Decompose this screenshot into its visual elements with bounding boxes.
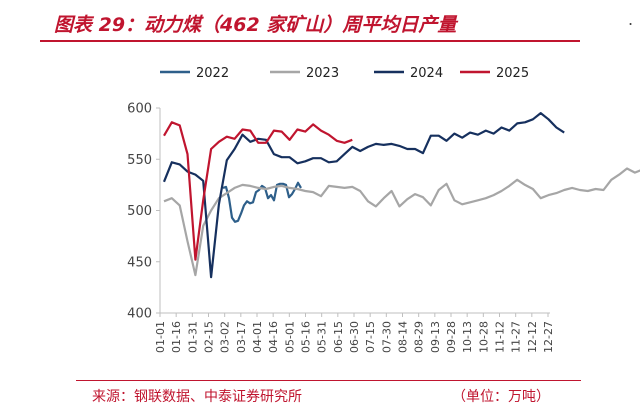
x-tick-label-08-29: 08-29 [413,321,426,353]
x-tick-label-12-12: 12-12 [526,321,539,353]
x-tick-label-05-31: 05-31 [316,321,329,353]
y-tick-label-600: 600 [127,102,152,117]
series-line-2024 [162,112,565,279]
legend-label-2024: 2024 [410,66,443,81]
x-tick-label-07-15: 07-15 [364,321,377,353]
x-tick-label-03-17: 03-17 [235,321,248,353]
x-tick-label-10-28: 10-28 [477,321,490,353]
legend-label-2025: 2025 [496,66,529,81]
y-tick-label-400: 400 [127,307,152,322]
x-tick-label-05-01: 05-01 [283,321,296,353]
source-divider [76,380,581,381]
legend-label-2023: 2023 [306,66,339,81]
x-tick-label-01-16: 01-16 [170,321,183,353]
x-tick-label-08-14: 08-14 [397,321,410,353]
x-tick-label-09-13: 09-13 [429,321,442,353]
x-tick-label-11-27: 11-27 [510,321,523,353]
x-axis: 01-01 01-16 01-31 02-15 03-02 03-17 04-01 04-16… [154,312,555,353]
x-tick-label-04-16: 04-16 [267,321,280,353]
y-tick-label-550: 550 [127,153,152,168]
x-tick-label-01-31: 01-31 [186,321,199,353]
x-tick-label-06-15: 06-15 [332,321,345,353]
series-line-2023 [163,167,640,277]
plot-area [162,112,640,279]
x-tick-label-02-15: 02-15 [203,321,216,353]
page-title: 图表 29：动力煤（462 家矿山）周平均日产量 [54,14,457,36]
y-tick-label-500: 500 [127,204,152,219]
legend-label-2022: 2022 [196,66,229,81]
x-tick-label-12-27: 12-27 [542,321,555,353]
x-tick-label-04-01: 04-01 [251,321,264,353]
series-line-2025 [163,121,353,261]
adjacent-figure-edge: . [628,10,634,29]
series-line-2022 [222,181,302,223]
y-tick-label-450: 450 [127,255,152,270]
title-underline [40,0,580,42]
source-note: 来源：钢联数据、中泰证券研究所 [92,389,302,405]
x-tick-label-11-12: 11-12 [494,321,507,353]
x-tick-label-10-13: 10-13 [461,321,474,353]
y-axis: 400 450 500 550 600 [127,102,161,322]
x-tick-label-01-01: 01-01 [154,321,167,353]
x-tick-label-06-30: 06-30 [348,321,361,353]
chart-legend: 2022 2023 2024 2025 [160,66,529,81]
unit-note: （单位：万吨） [452,389,550,405]
x-tick-label-03-02: 03-02 [219,321,232,353]
x-tick-label-09-28: 09-28 [445,321,458,353]
x-tick-label-05-16: 05-16 [300,321,313,353]
x-tick-label-07-30: 07-30 [380,321,393,353]
